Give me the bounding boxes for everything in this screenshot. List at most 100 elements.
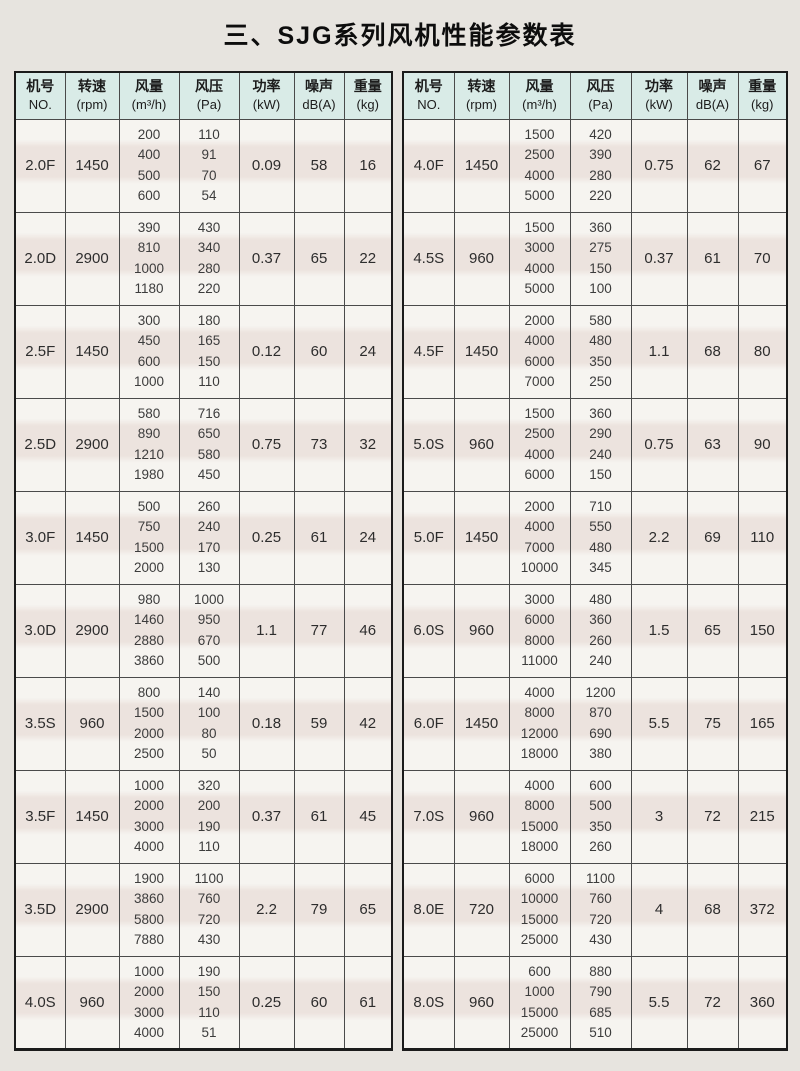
flow-value: 600 [137, 188, 161, 203]
weight-cell: 80 [737, 304, 788, 399]
speed-cell: 960 [453, 211, 510, 306]
flow-value: 1000 [133, 374, 165, 389]
model-cell: 8.0S [402, 955, 455, 1050]
flow-cell: 6000 10000 15000 25000 [508, 862, 571, 957]
flow-value: 8000 [524, 705, 555, 720]
flow-value: 400 [137, 147, 161, 162]
noise-cell: 62 [686, 118, 739, 213]
flow-value: 1900 [133, 870, 165, 886]
pressure-value: 580 [197, 446, 221, 462]
col-header-noise: 噪声 dB(A) [686, 71, 739, 120]
model-cell: 8.0E [402, 862, 455, 957]
left-table-row-3.5S: 3.5S 960 800 1500 2000 2500 140 100 80 50 0.18 59 42 [14, 676, 393, 771]
speed-cell: 960 [453, 955, 510, 1050]
pressure-value: 710 [589, 498, 612, 514]
flow-value: 4000 [524, 260, 555, 276]
weight-cell: 67 [737, 118, 788, 213]
weight-cell: 165 [737, 676, 788, 771]
pressure-value: 180 [197, 312, 221, 328]
weight-cell: 90 [737, 397, 788, 492]
pressure-cell: 480 360 260 240 [569, 583, 632, 678]
flow-cell: 4000 8000 15000 18000 [508, 769, 571, 864]
pressure-value: 345 [589, 560, 612, 575]
power-cell: 0.18 [238, 676, 295, 771]
flow-value: 12000 [520, 725, 559, 741]
left-table-row-2.5D: 2.5D 2900 580 890 1210 1980 716 650 580 450 0.75 73… [14, 397, 393, 492]
pressure-value: 91 [201, 147, 217, 162]
page-title: 三、SJG系列风机性能参数表 [223, 22, 577, 50]
pressure-value: 50 [201, 746, 217, 761]
noise-cell: 79 [293, 862, 345, 957]
speed-cell: 960 [453, 583, 510, 678]
pressure-value: 500 [589, 798, 612, 813]
left-table-row-3.0D: 3.0D 2900 980 1460 2880 3860 1000 950 670 500 1.1 7… [14, 583, 393, 678]
noise-cell: 77 [293, 583, 345, 678]
flow-value: 6000 [524, 870, 555, 886]
col-header-speed: 转速 (rpm) [64, 71, 120, 120]
pressure-value: 260 [589, 839, 612, 854]
flow-value: 600 [137, 353, 161, 369]
pressure-value: 430 [197, 219, 221, 235]
weight-cell: 22 [343, 211, 393, 306]
power-cell: 0.25 [238, 490, 295, 585]
pressure-value: 110 [198, 839, 220, 854]
left-table-row-3.5D: 3.5D 2900 1900 3860 5800 7880 1100 760 720 430 2.2… [14, 862, 393, 957]
weight-cell: 372 [737, 862, 788, 957]
pressure-value: 150 [197, 353, 221, 369]
flow-value: 1210 [133, 446, 165, 462]
left-table-row-4.0S: 4.0S 960 1000 2000 3000 4000 190 150 110 51 0.25 60… [14, 955, 393, 1050]
pressure-value: 1200 [585, 684, 616, 700]
flow-value: 10000 [520, 560, 559, 575]
flow-value: 600 [528, 963, 551, 979]
flow-cell: 800 1500 2000 2500 [118, 676, 180, 771]
right-table-row-8.0S: 8.0S 960 600 1000 15000 25000 880 790 685 510 5.5 7… [402, 955, 788, 1050]
pressure-value: 240 [589, 446, 612, 462]
flow-cell: 1900 3860 5800 7880 [118, 862, 180, 957]
model-cell: 7.0S [402, 769, 455, 864]
pressure-value: 1000 [193, 591, 225, 607]
pressure-value: 360 [589, 405, 612, 421]
speed-cell: 1450 [64, 490, 120, 585]
left-table-row-2.5F: 2.5F 1450 300 450 600 1000 180 165 150 110 0.12 60 2… [14, 304, 393, 399]
weight-cell: 150 [737, 583, 788, 678]
flow-value: 4000 [133, 839, 165, 854]
noise-cell: 58 [293, 118, 345, 213]
pressure-value: 100 [197, 705, 221, 720]
noise-cell: 68 [686, 304, 739, 399]
pressure-value: 110 [198, 374, 220, 389]
col-header-pressure: 风压 (Pa) [569, 71, 632, 120]
flow-cell: 1500 2500 4000 6000 [508, 397, 571, 492]
power-cell: 2.2 [238, 862, 295, 957]
pressure-value: 260 [197, 498, 221, 514]
flow-value: 18000 [520, 746, 559, 761]
pressure-cell: 1100 760 720 430 [569, 862, 632, 957]
flow-value: 10000 [520, 891, 559, 906]
power-cell: 4 [630, 862, 688, 957]
flow-value: 1000 [133, 777, 165, 793]
pressure-value: 110 [198, 126, 220, 142]
power-cell: 0.37 [238, 211, 295, 306]
flow-value: 1000 [133, 260, 165, 276]
speed-cell: 960 [453, 397, 510, 492]
pressure-value: 250 [589, 374, 612, 389]
flow-value: 810 [137, 240, 161, 255]
power-cell: 5.5 [630, 955, 688, 1050]
flow-value: 2500 [524, 426, 555, 441]
pressure-cell: 260 240 170 130 [178, 490, 240, 585]
power-cell: 1.1 [630, 304, 688, 399]
power-cell: 5.5 [630, 676, 688, 771]
col-header-speed: 转速 (rpm) [453, 71, 510, 120]
flow-value: 2000 [133, 560, 165, 575]
pressure-value: 140 [197, 684, 221, 700]
model-cell: 6.0F [402, 676, 455, 771]
flow-cell: 500 750 1500 2000 [118, 490, 180, 585]
model-cell: 3.5D [14, 862, 66, 957]
model-cell: 3.5F [14, 769, 66, 864]
model-cell: 3.5S [14, 676, 66, 771]
pressure-value: 150 [589, 260, 612, 276]
right-table-row-4.5S: 4.5S 960 1500 3000 4000 5000 360 275 150 100 0.37 6… [402, 211, 788, 306]
flow-value: 8000 [524, 632, 555, 648]
flow-value: 3860 [133, 653, 165, 668]
model-cell: 4.5F [402, 304, 455, 399]
flow-value: 1500 [524, 219, 555, 235]
